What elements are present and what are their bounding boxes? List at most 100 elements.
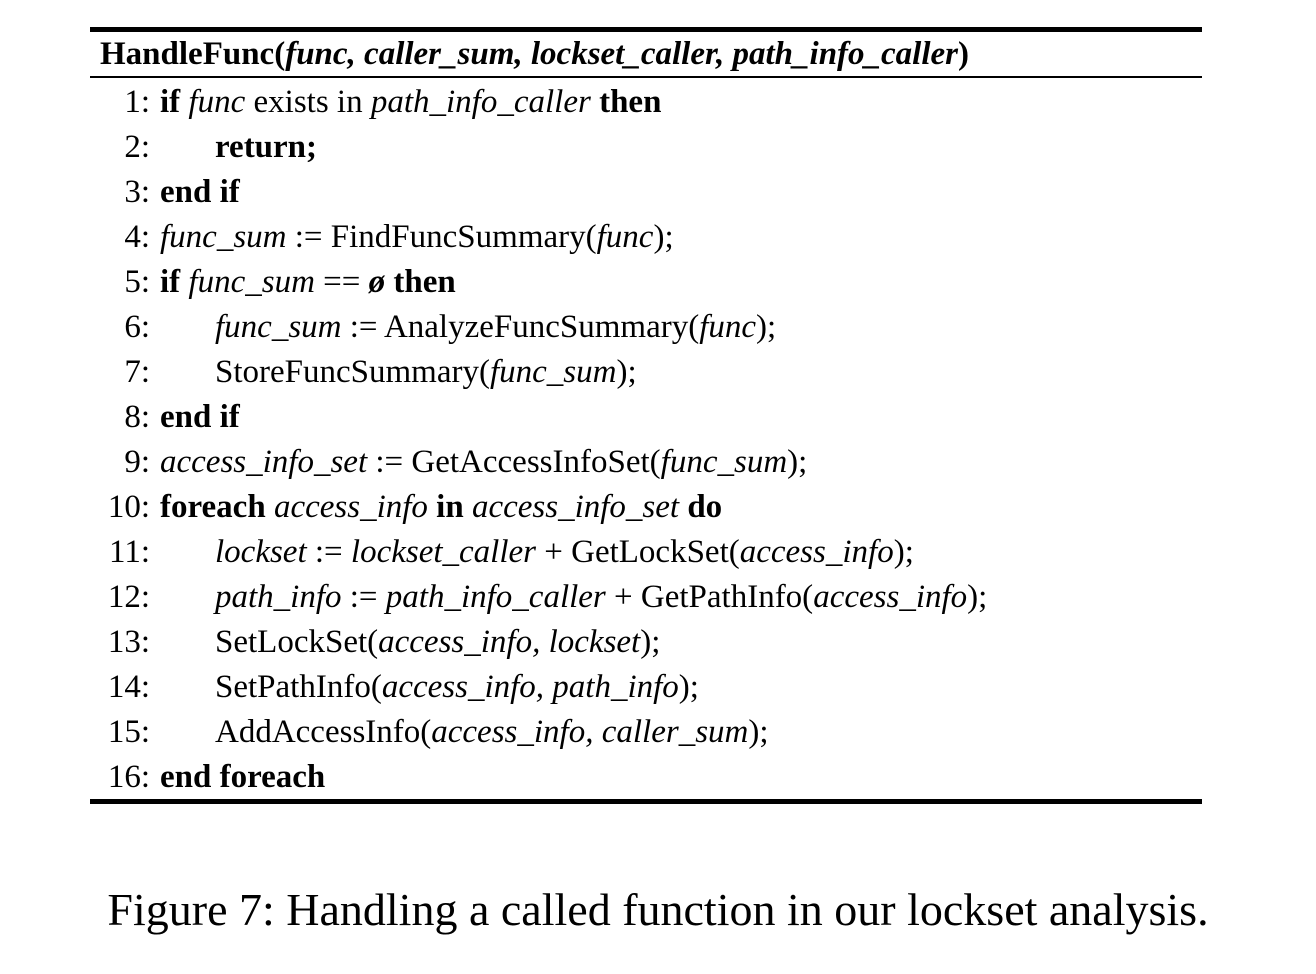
code-token: func_sum xyxy=(660,444,788,480)
code-line: 4: func_sum := FindFuncSummary(func); xyxy=(0,215,1316,260)
code-token: ); xyxy=(748,714,769,750)
code-token: + GetPathInfo( xyxy=(605,579,814,615)
code-line: 15: AddAccessInfo(access_info, caller_sum… xyxy=(0,710,1316,755)
code-token: func xyxy=(596,219,654,255)
code-token: then xyxy=(599,84,662,120)
code-token: ); xyxy=(893,534,914,570)
code-token: exists in xyxy=(245,84,371,120)
line-statement: SetLockSet(access_info, lockset); xyxy=(215,620,660,665)
code-line: 11: lockset := lockset_caller + GetLockSe… xyxy=(0,530,1316,575)
code-token: ); xyxy=(640,624,661,660)
header-rule xyxy=(90,76,1202,78)
code-token: lockset_caller xyxy=(350,534,536,570)
code-token: AddAccessInfo( xyxy=(215,714,432,750)
code-token: ); xyxy=(678,669,699,705)
code-token: func xyxy=(699,309,757,345)
code-token: access_info_set xyxy=(160,444,368,480)
code-token: := AnalyzeFuncSummary( xyxy=(341,309,700,345)
code-token: if xyxy=(160,84,181,120)
code-token: ); xyxy=(756,309,777,345)
line-statement: func_sum := FindFuncSummary(func); xyxy=(160,215,674,260)
code-token: end if xyxy=(160,174,240,210)
code-token: then xyxy=(393,264,456,300)
code-line: 13: SetLockSet(access_info, lockset); xyxy=(0,620,1316,665)
code-token: end if xyxy=(160,399,240,435)
code-line: 14: SetPathInfo(access_info, path_info); xyxy=(0,665,1316,710)
line-number: 9: xyxy=(124,444,150,480)
code-token: in xyxy=(436,489,464,525)
line-number: 11: xyxy=(109,534,150,570)
code-token: SetLockSet( xyxy=(215,624,379,660)
code-token: path_info_caller xyxy=(385,579,606,615)
code-token: SetPathInfo( xyxy=(215,669,382,705)
line-number: 3: xyxy=(124,174,150,210)
line-number: 14: xyxy=(107,669,150,705)
code-token: access_info xyxy=(739,534,894,570)
code-token: ); xyxy=(967,579,988,615)
code-token: func_sum xyxy=(489,354,617,390)
code-token: := xyxy=(306,534,351,570)
code-token: StoreFuncSummary( xyxy=(215,354,490,390)
line-statement: func_sum := AnalyzeFuncSummary(func); xyxy=(215,305,776,350)
line-statement: lockset := lockset_caller + GetLockSet(a… xyxy=(215,530,914,575)
line-statement: StoreFuncSummary(func_sum); xyxy=(215,350,637,395)
line-number: 1: xyxy=(124,84,150,120)
code-token: func_sum xyxy=(215,309,342,345)
code-token: lockset xyxy=(215,534,307,570)
code-line: 6: func_sum := AnalyzeFuncSummary(func); xyxy=(0,305,1316,350)
code-token: if xyxy=(160,264,181,300)
code-line: 1: if func exists in path_info_caller the… xyxy=(0,80,1316,125)
line-number: 10: xyxy=(107,489,150,525)
code-token: := FindFuncSummary( xyxy=(286,219,597,255)
bottom-rule xyxy=(90,799,1202,804)
code-token: ); xyxy=(653,219,674,255)
line-statement: if func_sum == ø then xyxy=(160,260,456,305)
code-token: func xyxy=(188,84,246,120)
code-token: access_info, caller_sum xyxy=(431,714,749,750)
code-line: 9: access_info_set := GetAccessInfoSet(fu… xyxy=(0,440,1316,485)
line-number: 15: xyxy=(107,714,150,750)
line-statement: foreach access_info in access_info_set d… xyxy=(160,485,722,530)
line-statement: end if xyxy=(160,170,240,215)
code-token xyxy=(266,489,274,525)
code-line: 12: path_info := path_info_caller + GetPa… xyxy=(0,575,1316,620)
line-statement: path_info := path_info_caller + GetPathI… xyxy=(215,575,987,620)
line-number: 4: xyxy=(124,219,150,255)
code-line: 10: foreach access_info in access_info_se… xyxy=(0,485,1316,530)
code-token xyxy=(464,489,472,525)
line-number: 8: xyxy=(124,399,150,435)
line-statement: if func exists in path_info_caller then xyxy=(160,80,661,125)
code-token: access_info, path_info xyxy=(381,669,679,705)
line-number: 2: xyxy=(124,129,150,165)
line-statement: AddAccessInfo(access_info, caller_sum); xyxy=(215,710,769,755)
line-statement: end foreach xyxy=(160,755,325,800)
code-token: access_info xyxy=(813,579,968,615)
line-number: 16: xyxy=(107,759,150,795)
code-token: return; xyxy=(215,129,318,165)
line-number: 7: xyxy=(124,354,150,390)
line-number: 12: xyxy=(107,579,150,615)
code-token xyxy=(428,489,436,525)
line-statement: access_info_set := GetAccessInfoSet(func… xyxy=(160,440,807,485)
code-token: == xyxy=(314,264,369,300)
code-token: access_info, lockset xyxy=(378,624,641,660)
code-token: foreach xyxy=(160,489,266,525)
code-token: + GetLockSet( xyxy=(536,534,740,570)
code-token: path_info_caller xyxy=(370,84,591,120)
code-token: do xyxy=(687,489,723,525)
code-token: ); xyxy=(616,354,637,390)
algorithm-header: HandleFunc(func, caller_sum, lockset_cal… xyxy=(100,32,969,76)
code-token: func, caller_sum, lockset_caller, path_i… xyxy=(285,36,959,72)
code-token: access_info_set xyxy=(471,489,680,525)
code-token: := xyxy=(341,579,386,615)
top-rule xyxy=(90,27,1202,32)
code-token: ø xyxy=(368,264,386,300)
line-number: 5: xyxy=(124,264,150,300)
code-token: := GetAccessInfoSet( xyxy=(367,444,661,480)
code-token xyxy=(591,84,599,120)
code-line: 16: end foreach xyxy=(0,755,1316,800)
line-statement: return; xyxy=(215,125,317,170)
code-line: 7: StoreFuncSummary(func_sum); xyxy=(0,350,1316,395)
code-line: 5: if func_sum == ø then xyxy=(0,260,1316,305)
